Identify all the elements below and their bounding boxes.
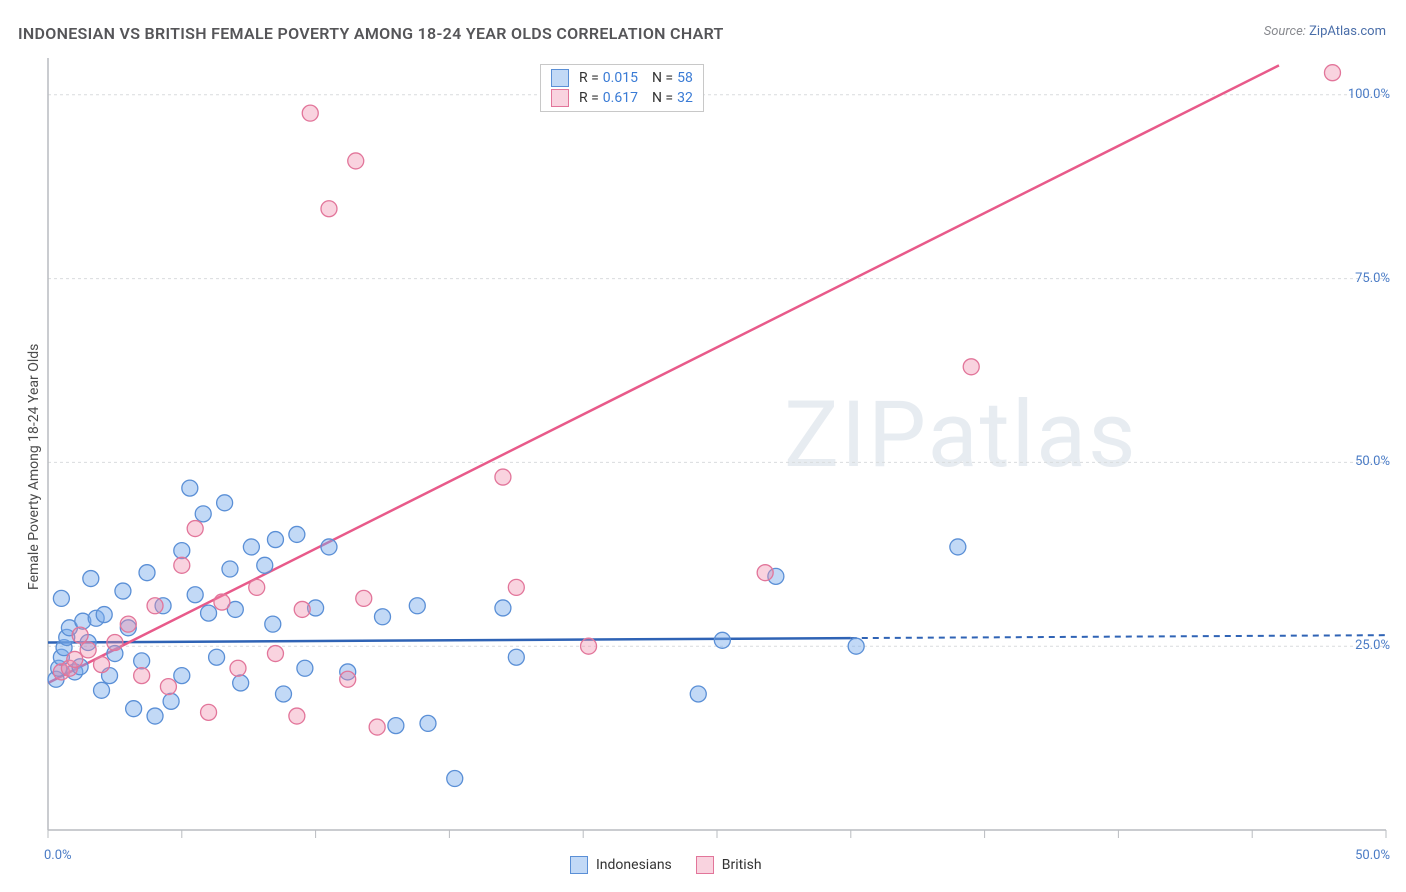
n-label: N = <box>652 70 673 86</box>
data-point <box>72 627 88 643</box>
stats-legend: R =0.015 N =58 R =0.617 N =32 <box>540 64 704 112</box>
data-point <box>195 506 211 522</box>
data-point <box>1324 65 1340 81</box>
data-point <box>233 675 249 691</box>
data-point <box>495 469 511 485</box>
legend-swatch <box>696 856 714 874</box>
r-label: R = <box>579 70 599 86</box>
data-point <box>174 557 190 573</box>
data-point <box>187 521 203 537</box>
data-point <box>160 679 176 695</box>
y-tick-label: 100.0% <box>1348 87 1390 102</box>
data-point <box>294 601 310 617</box>
data-point <box>139 565 155 581</box>
x-tick-label: 0.0% <box>44 848 72 863</box>
data-point <box>848 638 864 654</box>
legend-swatch <box>551 89 569 107</box>
data-point <box>115 583 131 599</box>
series-legend-item: British <box>696 856 762 874</box>
series-legend-item: Indonesians <box>570 856 672 874</box>
data-point <box>209 649 225 665</box>
n-value: 32 <box>677 90 693 106</box>
scatter-plot <box>0 0 1406 892</box>
n-value: 58 <box>677 70 693 86</box>
n-label: N = <box>652 90 673 106</box>
r-value: 0.617 <box>603 90 638 106</box>
r-value: 0.015 <box>603 70 638 86</box>
data-point <box>348 153 364 169</box>
stats-legend-row: R =0.617 N =32 <box>551 89 693 107</box>
data-point <box>690 686 706 702</box>
data-point <box>495 600 511 616</box>
data-point <box>163 693 179 709</box>
data-point <box>963 359 979 375</box>
data-point <box>147 598 163 614</box>
data-point <box>375 609 391 625</box>
data-point <box>369 719 385 735</box>
data-point <box>581 638 597 654</box>
data-point <box>134 653 150 669</box>
y-tick-label: 75.0% <box>1355 271 1390 286</box>
y-tick-label: 50.0% <box>1355 454 1390 469</box>
data-point <box>265 616 281 632</box>
data-point <box>757 565 773 581</box>
stats-legend-row: R =0.015 N =58 <box>551 69 693 87</box>
data-point <box>94 657 110 673</box>
data-point <box>388 718 404 734</box>
data-point <box>201 605 217 621</box>
data-point <box>187 587 203 603</box>
data-point <box>257 557 273 573</box>
data-point <box>107 635 123 651</box>
x-tick-label: 50.0% <box>1346 848 1390 863</box>
data-point <box>508 579 524 595</box>
y-tick-label: 25.0% <box>1355 638 1390 653</box>
data-point <box>147 708 163 724</box>
legend-swatch <box>551 69 569 87</box>
data-point <box>83 571 99 587</box>
data-point <box>275 686 291 702</box>
data-point <box>302 105 318 121</box>
data-point <box>80 642 96 658</box>
legend-swatch <box>570 856 588 874</box>
data-point <box>230 660 246 676</box>
data-point <box>267 646 283 662</box>
r-label: R = <box>579 90 599 106</box>
data-point <box>94 682 110 698</box>
data-point <box>340 671 356 687</box>
data-point <box>126 701 142 717</box>
data-point <box>508 649 524 665</box>
series-name: Indonesians <box>596 857 672 873</box>
data-point <box>217 495 233 511</box>
data-point <box>420 715 436 731</box>
data-point <box>447 771 463 787</box>
data-point <box>950 539 966 555</box>
series-name: British <box>722 857 762 873</box>
data-point <box>321 539 337 555</box>
series-legend: Indonesians British <box>570 856 762 874</box>
data-point <box>96 607 112 623</box>
data-point <box>714 632 730 648</box>
data-point <box>134 668 150 684</box>
data-point <box>243 539 259 555</box>
data-point <box>356 590 372 606</box>
data-point <box>174 543 190 559</box>
data-point <box>249 579 265 595</box>
data-point <box>120 616 136 632</box>
data-point <box>174 668 190 684</box>
regression-line <box>48 65 1279 683</box>
data-point <box>201 704 217 720</box>
data-point <box>182 480 198 496</box>
data-point <box>214 594 230 610</box>
data-point <box>289 526 305 542</box>
data-point <box>53 590 69 606</box>
data-point <box>222 561 238 577</box>
data-point <box>321 201 337 217</box>
data-point <box>289 708 305 724</box>
data-point <box>297 660 313 676</box>
regression-line-dashed <box>851 635 1386 638</box>
data-point <box>409 598 425 614</box>
data-point <box>267 532 283 548</box>
data-point <box>67 651 83 667</box>
